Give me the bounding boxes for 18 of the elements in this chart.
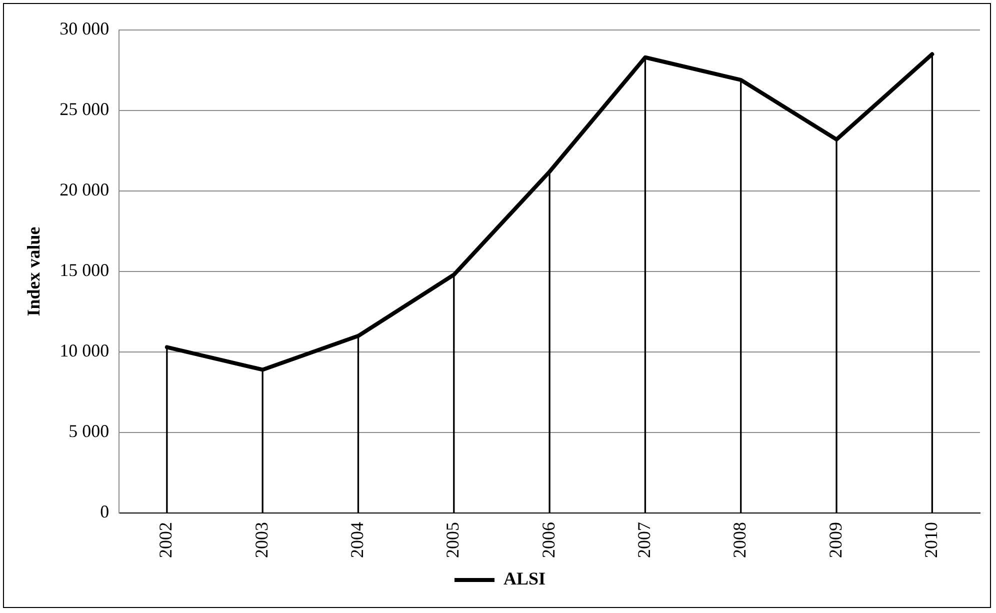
x-tick-label: 2002 — [156, 522, 176, 558]
y-tick-label: 10 000 — [60, 340, 110, 361]
y-tick-label: 20 000 — [60, 180, 110, 200]
x-tick-label: 2009 — [825, 522, 846, 558]
y-tick-label: 5 000 — [68, 421, 110, 442]
y-tick-label: 15 000 — [60, 260, 110, 280]
x-tick-label: 2003 — [251, 522, 272, 558]
x-tick-label: 2006 — [538, 522, 558, 558]
y-tick-label: 30 000 — [60, 18, 110, 39]
x-tick-label: 2005 — [442, 522, 463, 558]
x-tick-label: 2004 — [346, 522, 367, 558]
x-tick-label: 2007 — [634, 522, 654, 558]
legend-label: ALSI — [503, 568, 546, 589]
x-tick-label: 2008 — [730, 522, 750, 558]
x-tick-label: 2010 — [920, 522, 941, 558]
y-axis-title: Index value — [23, 226, 44, 316]
y-tick-label: 0 — [100, 502, 110, 522]
y-tick-label: 25 000 — [60, 99, 110, 120]
